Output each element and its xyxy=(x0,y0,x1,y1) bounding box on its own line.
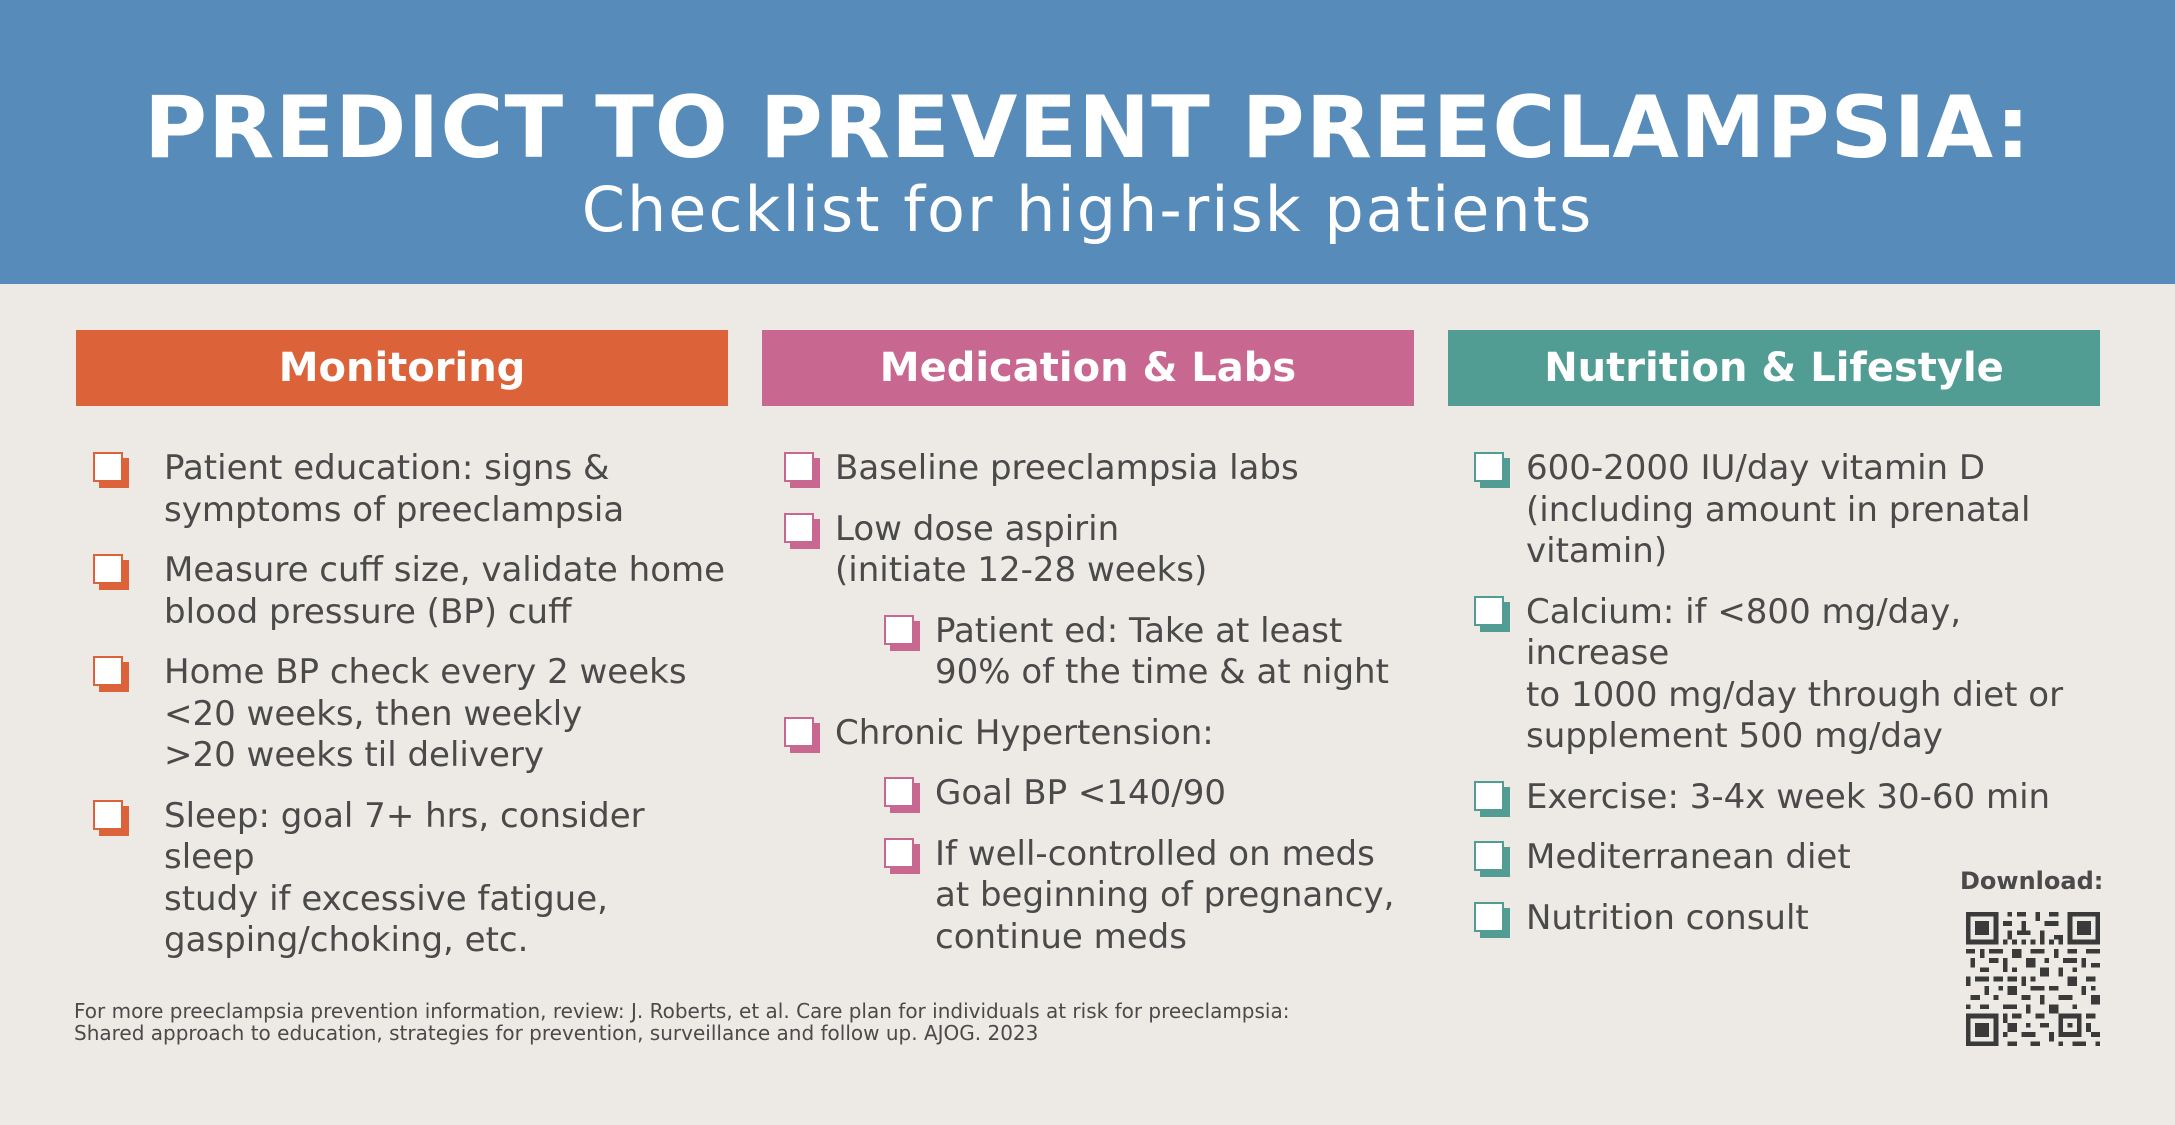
checklist-item-label: Calcium: if <800 mg/day, increase to 1000… xyxy=(1526,591,2064,757)
checklist-item: Exercise: 3-4x week 30-60 min xyxy=(1448,777,2100,819)
column-monitoring: Monitoring Patient education: signs & sym… xyxy=(76,330,728,960)
checkbox-icon[interactable] xyxy=(784,716,814,747)
checklist-item: 600-2000 IU/day vitamin D (including amou… xyxy=(1448,448,2100,573)
checklist-item-label: Sleep: goal 7+ hrs, consider sleep study … xyxy=(164,795,645,961)
column-heading-nutrition-lifestyle: Nutrition & Lifestyle xyxy=(1448,330,2100,406)
checklist-item-label: Patient ed: Take at least 90% of the time… xyxy=(935,610,1389,693)
header-banner: PREDICT TO PREVENT PREECLAMPSIA: Checkli… xyxy=(0,0,2175,284)
checklist-item-label: Exercise: 3-4x week 30-60 min xyxy=(1526,776,2051,817)
checklist-item: Sleep: goal 7+ hrs, consider sleep study … xyxy=(76,796,728,962)
checklist-subitem: Goal BP <140/90 xyxy=(762,773,1414,815)
checklist-item: Nutrition consult xyxy=(1448,898,2100,940)
checklist-item-label: Mediterranean diet xyxy=(1526,837,1851,877)
checklist-item: Low dose aspirin (initiate 12-28 weeks) xyxy=(762,509,1414,592)
checklist-subitem: If well-controlled on meds at beginning o… xyxy=(762,834,1414,959)
checklist-item-label: Baseline preeclampsia labs xyxy=(835,448,1299,488)
checkbox-icon[interactable] xyxy=(1474,595,1504,626)
checklist-item-label: Measure cuff size, validate home blood pr… xyxy=(164,550,726,632)
checklist-item: Patient education: signs & symptoms of pr… xyxy=(76,448,728,531)
checkbox-icon[interactable] xyxy=(93,799,123,830)
checklist-item: Mediterranean diet xyxy=(1448,837,2100,879)
checkbox-icon[interactable] xyxy=(1474,841,1504,871)
checkbox-icon[interactable] xyxy=(1474,901,1504,932)
checkbox-icon[interactable] xyxy=(93,554,123,584)
checklist-item-label: Goal BP <140/90 xyxy=(935,773,1226,813)
checkbox-icon[interactable] xyxy=(884,837,914,868)
checkbox-icon[interactable] xyxy=(1474,452,1504,482)
citation-footer: For more preeclampsia prevention informa… xyxy=(74,1000,1474,1044)
checkbox-icon[interactable] xyxy=(884,777,914,807)
page-subtitle: Checklist for high-risk patients xyxy=(581,173,1594,246)
checkbox-icon[interactable] xyxy=(784,452,814,482)
column-medication-labs: Medication & Labs Baseline preeclampsia … xyxy=(762,330,1414,957)
checklist-item-label: 600-2000 IU/day vitamin D (including amou… xyxy=(1526,448,2031,571)
citation-line-2: Shared approach to education, strategies… xyxy=(74,1021,1039,1045)
checkbox-icon[interactable] xyxy=(93,656,123,686)
checklist-item: Baseline preeclampsia labs xyxy=(762,448,1414,490)
checklist-item-label: If well-controlled on meds at beginning o… xyxy=(935,833,1395,957)
checklist-item-label: Chronic Hypertension: xyxy=(835,712,1214,753)
checkbox-icon[interactable] xyxy=(1474,780,1504,811)
citation-line-1: For more preeclampsia prevention informa… xyxy=(74,999,1290,1023)
checklist-item: Measure cuff size, validate home blood pr… xyxy=(76,550,728,633)
checklist-item-label: Patient education: signs & symptoms of pr… xyxy=(164,448,625,530)
checkbox-icon[interactable] xyxy=(93,452,123,482)
checklist-item-label: Low dose aspirin (initiate 12-28 weeks) xyxy=(835,508,1208,591)
checkbox-icon[interactable] xyxy=(884,614,914,645)
page-title: PREDICT TO PREVENT PREECLAMPSIA: xyxy=(143,78,2031,178)
checklist-item: Home BP check every 2 weeks <20 weeks, th… xyxy=(76,652,728,777)
checkbox-icon[interactable] xyxy=(784,512,814,543)
checklist-item: Chronic Hypertension: xyxy=(762,713,1414,755)
download-label: Download: xyxy=(1960,867,2104,895)
column-nutrition-lifestyle: Nutrition & Lifestyle 600-2000 IU/day vi… xyxy=(1448,330,2100,938)
column-heading-medication-labs: Medication & Labs xyxy=(762,330,1414,406)
checklist-item: Calcium: if <800 mg/day, increase to 1000… xyxy=(1448,592,2100,758)
column-heading-monitoring: Monitoring xyxy=(76,330,728,406)
checklist-item-label: Nutrition consult xyxy=(1526,897,1809,938)
checklist-subitem: Patient ed: Take at least 90% of the time… xyxy=(762,611,1414,694)
qr-code-icon[interactable] xyxy=(1966,912,2100,1046)
checklist-item-label: Home BP check every 2 weeks <20 weeks, th… xyxy=(164,652,687,775)
